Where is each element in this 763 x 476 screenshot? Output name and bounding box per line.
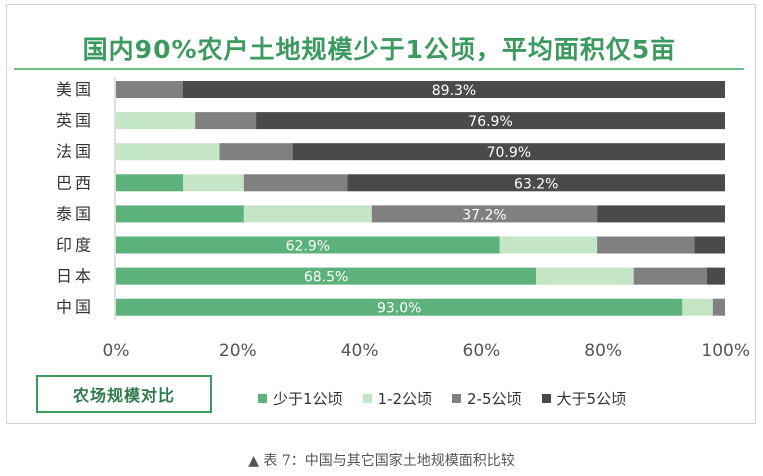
chart-title: 国内90%农户土地规模少于1公顷，平均面积仅5亩 xyxy=(82,35,677,64)
legend-item-3: 2-5公顷 xyxy=(452,388,522,409)
bar-segment-3-row-6 xyxy=(597,236,695,254)
data-label-row-7: 68.5% xyxy=(304,270,348,286)
bar-segment-4-row-1 xyxy=(182,81,726,98)
category-label-row-6: 印度 xyxy=(56,236,94,255)
x-tick-label-4: 60% xyxy=(463,341,501,361)
figure-caption: ▲ 表 7：中国与其它国家土地规模面积比较 xyxy=(248,453,515,469)
legend-swatch-2 xyxy=(362,394,372,403)
x-tick-label-2: 20% xyxy=(219,341,257,361)
data-label-row-8: 93.0% xyxy=(377,301,421,317)
data-label-row-1: 89.3% xyxy=(432,83,476,99)
bar-segment-3-row-8 xyxy=(712,298,725,316)
bar-segment-4-row-5 xyxy=(597,205,725,223)
legend-swatch-3 xyxy=(452,394,462,403)
bar-segment-4-row-2 xyxy=(256,112,725,130)
bar-segment-3-row-2 xyxy=(195,112,257,130)
legend-label-4: 大于5公顷 xyxy=(556,390,627,408)
bar-segment-1-row-8 xyxy=(116,298,683,316)
data-label-row-3: 70.9% xyxy=(487,145,531,161)
legend-label-1: 少于1公顷 xyxy=(273,390,343,408)
bar-segment-2-row-4 xyxy=(182,174,244,192)
legend-swatch-1 xyxy=(258,394,267,403)
data-label-row-4: 63.2% xyxy=(514,176,558,192)
bar-segment-2-row-8 xyxy=(682,298,713,316)
data-label-row-2: 76.9% xyxy=(468,114,512,130)
bar-segment-4-row-6 xyxy=(694,236,725,254)
data-label-row-6: 62.9% xyxy=(286,239,330,255)
bar-segment-2-row-5 xyxy=(243,205,372,223)
x-tick-label-3: 40% xyxy=(341,341,379,361)
bar-segment-1-row-4 xyxy=(116,174,183,192)
legend-item-4: 大于5公顷 xyxy=(541,388,627,409)
category-label-row-4: 巴西 xyxy=(56,173,94,192)
category-label-row-7: 日本 xyxy=(56,267,94,286)
category-label-row-8: 中国 xyxy=(56,298,94,317)
bar-segment-3-row-3 xyxy=(219,143,293,161)
bar-segment-4-row-4 xyxy=(347,174,725,192)
x-tick-labels: 0% 20% 40% 60% 80% 100% xyxy=(103,341,750,361)
bar-segment-2-row-3 xyxy=(116,143,220,161)
x-tick-label-5: 80% xyxy=(584,341,622,361)
legend-label-3: 2-5公顷 xyxy=(467,390,522,408)
category-label-row-1: 美国 xyxy=(56,80,94,99)
title-divider xyxy=(14,68,744,70)
bars xyxy=(116,81,726,316)
bar-segment-1-row-5 xyxy=(116,205,244,223)
legend-item-1: 少于1公顷 xyxy=(258,388,343,409)
category-label-row-2: 英国 xyxy=(56,111,94,130)
legend-label-2: 1-2公顷 xyxy=(377,390,433,408)
bar-segment-3-row-7 xyxy=(633,267,707,285)
bar-segment-3-row-1 xyxy=(116,81,183,98)
data-label-row-5: 37.2% xyxy=(462,207,506,223)
x-tick-label-6: 100% xyxy=(701,341,750,361)
bar-segment-4-row-3 xyxy=(292,143,725,161)
bar-segment-3-row-4 xyxy=(243,174,348,192)
legend-swatch-4 xyxy=(541,394,551,403)
category-label-row-3: 法国 xyxy=(56,142,94,161)
bar-segment-2-row-6 xyxy=(499,236,598,254)
bar-segment-2-row-7 xyxy=(536,267,634,285)
legend: 少于1公顷 1-2公顷 2-5公顷 大于5公顷 xyxy=(258,388,646,409)
category-label-row-5: 泰国 xyxy=(56,204,94,223)
legend-item-2: 1-2公顷 xyxy=(362,388,433,409)
bar-segment-4-row-7 xyxy=(706,267,725,285)
x-tick-label-1: 0% xyxy=(103,341,130,361)
bar-segment-1-row-7 xyxy=(116,267,537,285)
data-labels: 89.3% 76.9% 70.9% 63.2% 37.2% 62.9% 68.5% 93.0% xyxy=(286,83,559,317)
bar-segment-1-row-6 xyxy=(116,236,500,254)
bar-segment-3-row-5 xyxy=(371,205,598,223)
bar-segment-2-row-2 xyxy=(116,112,196,130)
chart-badge: 农场规模对比 xyxy=(36,375,212,413)
